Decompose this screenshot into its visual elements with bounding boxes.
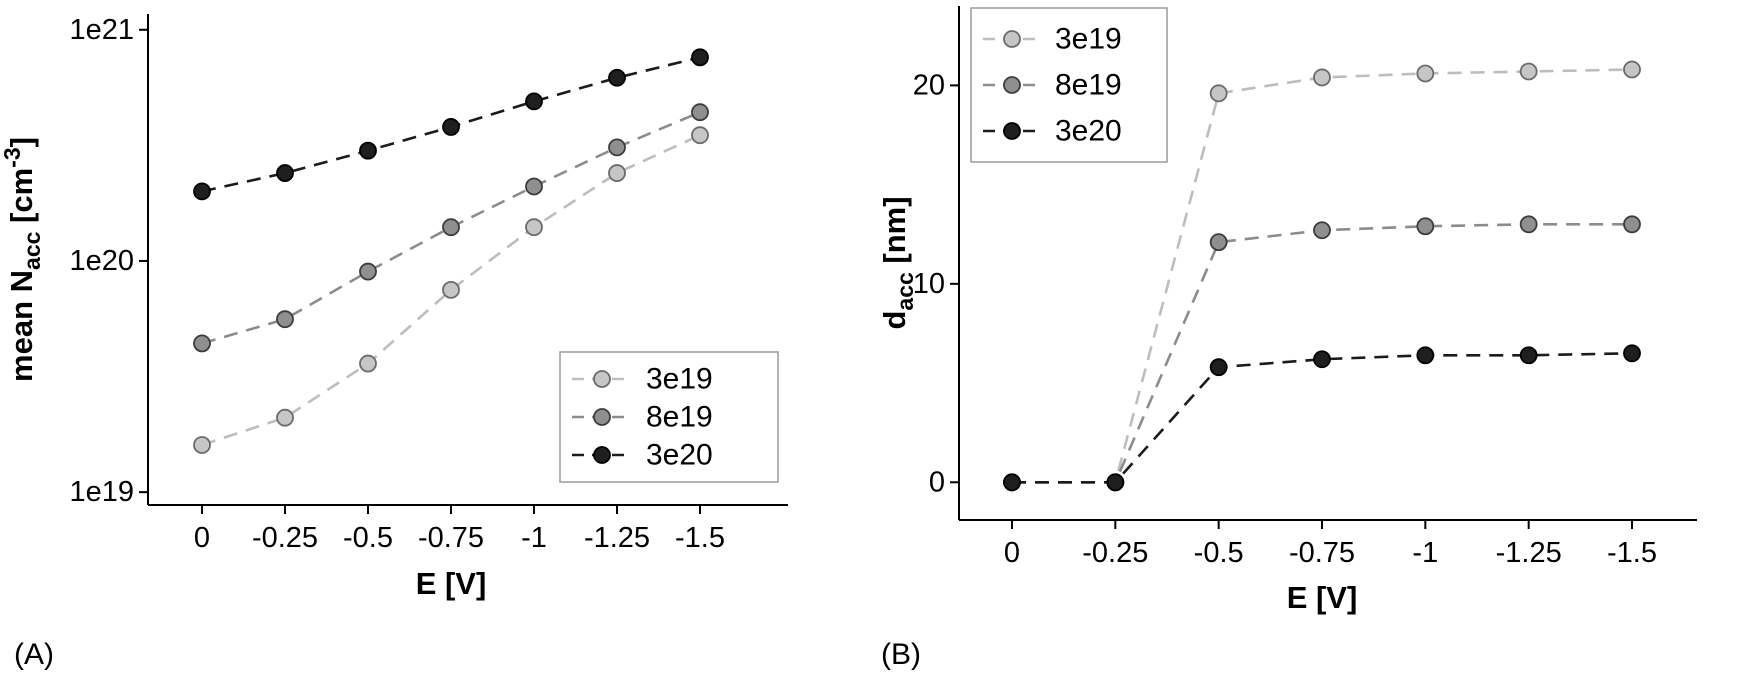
data-point-marker-8e19 [608, 138, 626, 157]
panel-b-label: (B) [881, 638, 921, 671]
y-tick-label: 20 [913, 69, 945, 101]
legend-label-8e19: 8e19 [1055, 69, 1122, 102]
legend-label-3e20: 3e20 [646, 439, 713, 472]
y-tick-label: 0 [929, 466, 945, 498]
legend-marker-3e20 [1003, 122, 1021, 140]
x-tick-label: -1.25 [584, 522, 650, 554]
x-tick-label: -0.75 [418, 522, 484, 554]
data-point-marker-3e20 [193, 182, 211, 201]
x-tick-label: -1.25 [1496, 537, 1562, 569]
data-point-marker-8e19 [1209, 233, 1228, 252]
data-point-marker-3e20 [359, 141, 377, 160]
x-tick-label: -0.25 [252, 522, 318, 554]
data-point-marker-3e19 [1209, 84, 1228, 103]
legend-marker-3e20 [593, 446, 611, 464]
data-point-marker-3e20 [608, 68, 626, 87]
data-point-marker-3e19 [442, 280, 460, 299]
data-point-marker-3e19 [359, 354, 377, 373]
x-tick-label: -1 [1412, 537, 1438, 569]
data-point-marker-8e19 [442, 218, 460, 237]
data-point-marker-8e19 [193, 334, 211, 353]
x-axis-title: E [V] [416, 566, 487, 601]
data-point-marker-3e19 [691, 126, 709, 145]
data-point-marker-3e20 [525, 92, 543, 111]
data-point-marker-3e20 [1623, 344, 1641, 363]
x-tick-label: -1.5 [1607, 537, 1657, 569]
y-tick-label: 1e21 [69, 14, 134, 46]
data-point-marker-3e20 [1416, 346, 1435, 365]
legend-label-3e19: 3e19 [1055, 23, 1122, 56]
data-point-marker-8e19 [1313, 221, 1331, 240]
legend-label-3e19: 3e19 [646, 363, 713, 396]
x-tick-label: -0.25 [1082, 537, 1148, 569]
legend-label-3e20: 3e20 [1055, 115, 1122, 148]
series-line-3e20 [1012, 351, 1633, 484]
data-point-marker-3e19 [193, 436, 211, 454]
data-point-marker-3e20 [1209, 358, 1228, 377]
x-tick-label: -0.75 [1289, 537, 1355, 569]
data-point-marker-3e19 [276, 408, 294, 427]
y-tick-label: 1e19 [69, 476, 134, 508]
x-tick-label: -1 [521, 522, 547, 554]
data-point-marker-3e20 [691, 48, 709, 67]
data-point-marker-8e19 [1623, 215, 1641, 234]
panel-a: 0 -0.25 -0.5 -0.75 -1 -1.25 -1.5 1e19 1e20 1e21 E … [0, 14, 788, 671]
legend-marker-8e19 [1003, 76, 1021, 94]
panel-a-label: (A) [14, 638, 54, 671]
legend-marker-3e19 [593, 370, 611, 388]
data-point-marker-3e19 [608, 164, 626, 182]
y-tick-label: 1e20 [69, 245, 134, 277]
data-point-marker-3e19 [525, 218, 543, 237]
x-tick-label: -0.5 [1194, 537, 1244, 569]
panel-b: 0 -0.25 -0.5 -0.75 -1 -1.25 -1.5 0 10 20 E [V] dacc… [875, 0, 1750, 687]
data-point-marker-8e19 [691, 103, 709, 122]
data-point-marker-3e20 [442, 118, 460, 136]
y-axis-title: mean Nacc [cm-3] [0, 137, 45, 382]
data-point-marker-3e20 [1106, 473, 1125, 492]
data-point-marker-3e19 [1416, 64, 1435, 83]
legend-marker-3e19 [1003, 30, 1021, 48]
legend-label-8e19: 8e19 [646, 401, 713, 434]
x-tick-label: 0 [1004, 537, 1020, 569]
chart-a: 0 -0.25 -0.5 -0.75 -1 -1.25 -1.5 1e19 1e20 1e21 E … [0, 14, 788, 601]
data-point-marker-8e19 [1416, 217, 1435, 236]
x-axis-title: E [V] [1287, 580, 1358, 615]
x-tick-label: -0.5 [343, 522, 393, 554]
data-point-marker-3e19 [1519, 62, 1538, 81]
data-point-marker-8e19 [1519, 215, 1538, 234]
chart-b: 0 -0.25 -0.5 -0.75 -1 -1.25 -1.5 0 10 20 E [V] dacc… [877, 6, 1697, 615]
legend-marker-8e19 [593, 408, 611, 426]
data-point-marker-3e19 [1623, 60, 1641, 79]
data-point-marker-8e19 [525, 177, 543, 196]
data-point-marker-3e20 [1313, 350, 1331, 369]
data-point-marker-3e19 [1313, 68, 1331, 87]
data-point-marker-3e20 [1003, 473, 1021, 492]
y-axis-title: dacc [nm] [877, 196, 918, 329]
data-point-marker-8e19 [276, 310, 294, 329]
data-point-marker-3e20 [276, 164, 294, 182]
y-tick-label: 10 [913, 268, 945, 300]
x-tick-label: -1.5 [675, 522, 725, 554]
x-tick-label: 0 [194, 522, 210, 554]
data-point-marker-3e20 [1519, 346, 1538, 365]
data-point-marker-8e19 [359, 262, 377, 281]
